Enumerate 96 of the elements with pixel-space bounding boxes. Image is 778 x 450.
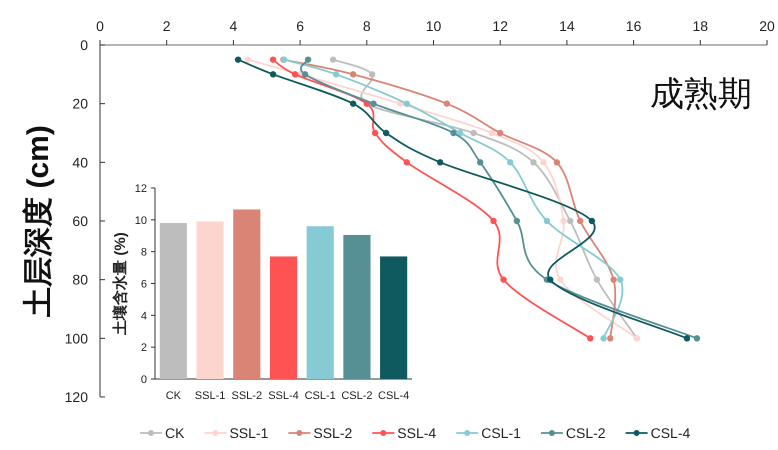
point — [302, 71, 308, 78]
x-tick-label: CSL-2 — [341, 390, 373, 402]
point — [600, 335, 607, 342]
y-tick-label: 2 — [140, 342, 147, 354]
point — [332, 71, 340, 78]
point — [270, 71, 276, 78]
point — [370, 100, 377, 107]
point — [587, 335, 594, 342]
point — [507, 159, 514, 166]
bar — [380, 256, 408, 379]
y-tick-label: 40 — [72, 154, 88, 170]
legend-label: CSL-1 — [481, 425, 522, 441]
x-tick-label: 14 — [559, 18, 575, 34]
legend-label: SSL-2 — [313, 425, 352, 441]
point — [594, 276, 600, 283]
bar — [343, 234, 371, 379]
point — [304, 56, 312, 63]
point — [607, 335, 614, 342]
x-tick-label: 12 — [492, 18, 508, 34]
point — [500, 276, 507, 283]
point — [436, 159, 444, 166]
point — [350, 100, 356, 107]
point — [547, 276, 554, 283]
annotation: 成熟期 — [650, 75, 752, 113]
x-tick-label: 16 — [626, 18, 642, 34]
point — [444, 100, 450, 107]
point — [244, 56, 252, 63]
y-tick-label: 20 — [72, 96, 88, 112]
point — [557, 276, 564, 283]
y-tick-label: 60 — [72, 213, 88, 229]
bar — [306, 226, 334, 379]
x-tick-label: SSL-2 — [231, 390, 262, 402]
x-tick-label: 4 — [230, 18, 238, 34]
point — [476, 159, 484, 166]
point — [560, 218, 567, 224]
y-tick-label: 100 — [64, 330, 88, 346]
x-tick-label: 0 — [96, 18, 104, 34]
x-tick-label: 10 — [426, 18, 442, 34]
legend-label: CSL-4 — [650, 425, 690, 441]
legend-label: CK — [165, 425, 186, 441]
point — [470, 130, 477, 136]
legend-label: SSL-1 — [229, 425, 269, 441]
point — [577, 218, 584, 224]
point — [694, 335, 700, 342]
bar — [233, 209, 260, 379]
y-tick-label: 8 — [140, 246, 147, 259]
point — [450, 130, 457, 136]
x-tick-label: SSL-1 — [194, 390, 226, 402]
point — [567, 218, 574, 224]
point — [617, 276, 624, 283]
bar — [270, 256, 298, 379]
x-tick-label: 6 — [296, 18, 304, 34]
x-tick-label: 18 — [692, 18, 708, 34]
point — [350, 71, 356, 78]
point — [292, 71, 298, 78]
x-tick-label: CSL-4 — [378, 390, 410, 402]
y-axis-title: 土层深度 (cm) — [21, 125, 55, 318]
y-tick-label: 10 — [134, 214, 147, 227]
point — [456, 130, 464, 136]
y-tick-label: 0 — [140, 374, 147, 386]
point — [404, 159, 410, 166]
point — [514, 218, 520, 224]
point — [530, 159, 537, 166]
x-tick-label: 8 — [362, 18, 371, 34]
bar — [160, 223, 187, 379]
bar — [196, 221, 224, 379]
point — [497, 130, 504, 136]
point — [372, 130, 378, 136]
point — [554, 159, 560, 166]
point — [684, 335, 690, 342]
point — [610, 276, 617, 283]
point — [270, 56, 276, 63]
point — [234, 56, 242, 63]
point — [488, 130, 496, 136]
point — [368, 71, 376, 78]
y-axis-title: 土壤含水量 (%) — [111, 232, 129, 336]
x-tick-label: CK — [166, 390, 182, 402]
y-tick-label: 120 — [64, 389, 88, 405]
x-tick-label: CSL-1 — [304, 390, 336, 402]
point — [588, 218, 596, 224]
y-tick-label: 0 — [80, 37, 88, 53]
x-tick-label: 2 — [162, 18, 171, 34]
x-tick-label: SSL-4 — [268, 390, 299, 402]
point — [330, 56, 336, 63]
point — [544, 218, 550, 224]
point — [490, 218, 497, 224]
y-tick-label: 6 — [140, 278, 147, 290]
x-tick-label: 20 — [759, 18, 775, 34]
y-tick-label: 12 — [134, 183, 147, 195]
y-tick-label: 80 — [72, 272, 88, 288]
point — [540, 159, 547, 166]
y-tick-label: 4 — [140, 310, 147, 322]
legend-label: SSL-4 — [397, 425, 436, 441]
point — [404, 100, 410, 107]
legend-label: CSL-2 — [566, 425, 606, 441]
point — [382, 130, 390, 136]
